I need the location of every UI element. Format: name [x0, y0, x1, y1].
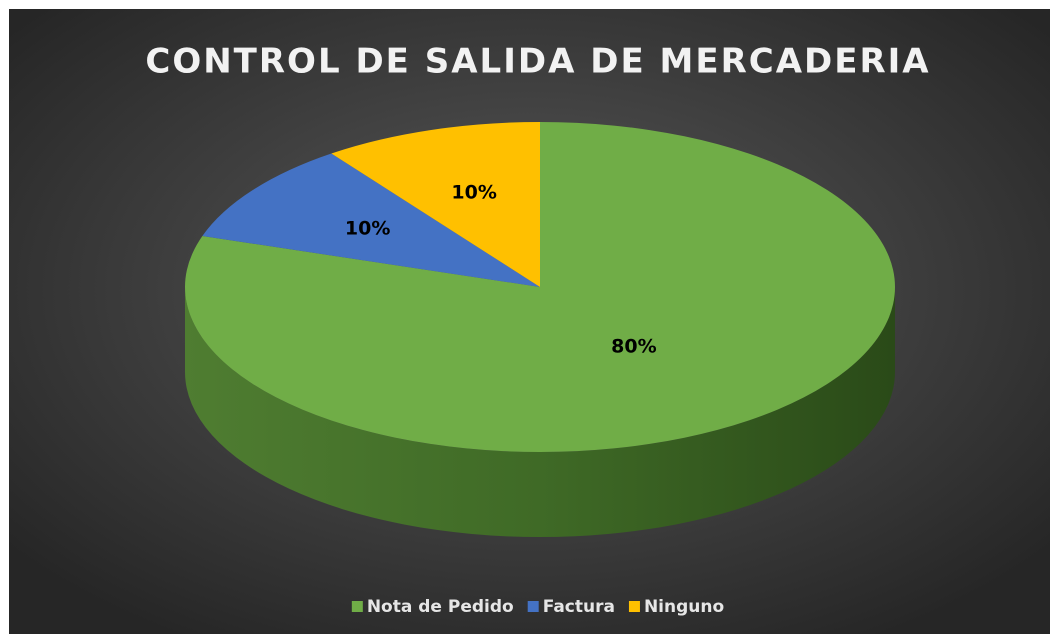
data-label: 80%: [611, 336, 656, 358]
legend-swatch: [527, 601, 539, 612]
legend-label: Ninguno: [644, 597, 724, 617]
pie-slice: [202, 153, 540, 287]
data-label: 10%: [451, 181, 496, 203]
data-label: 10%: [345, 217, 390, 239]
legend-label: Factura: [543, 597, 615, 617]
legend-swatch: [628, 601, 640, 612]
pie-slice: [331, 122, 540, 287]
chart-title: CONTROL DE SALIDA DE MERCADERIA: [145, 42, 930, 82]
legend-label: Nota de Pedido: [367, 597, 514, 617]
legend-swatch: [351, 601, 363, 612]
pie-side: [185, 287, 895, 537]
